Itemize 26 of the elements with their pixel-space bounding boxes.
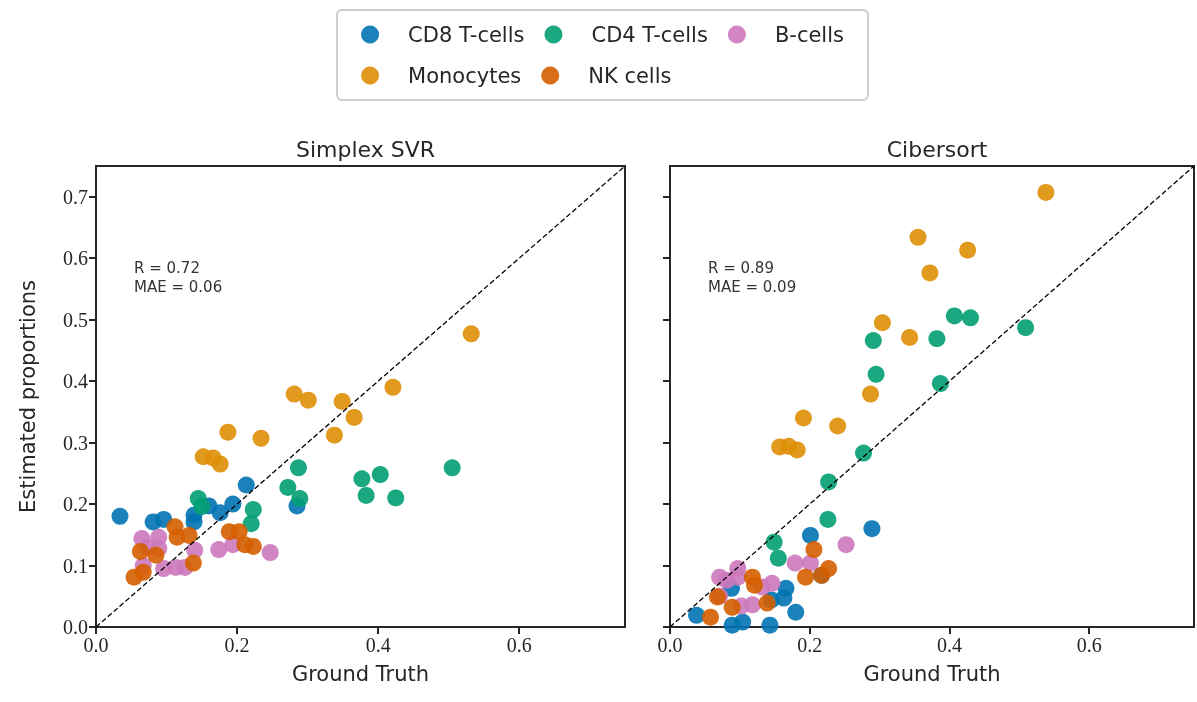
x-axis-title: Ground Truth [863, 661, 1001, 686]
y-axis-title: Estimated proportions [15, 279, 40, 514]
legend-label: NK cells [588, 63, 672, 88]
y-tick-label: 0.4 [63, 370, 88, 393]
y-tick-label: 0.7 [63, 185, 88, 208]
legend-label: Monocytes [408, 63, 522, 88]
x-tick-label: 0.2 [797, 634, 823, 656]
legend-label: B-cells [774, 22, 844, 47]
x-tick-label: 0.6 [1076, 634, 1102, 656]
x-axis-title: Ground Truth [291, 661, 430, 686]
x-tick-label: 0.6 [506, 634, 532, 656]
x-tick-label: 0.0 [657, 634, 683, 656]
y-tick-label: 0.3 [63, 431, 88, 454]
chart-title: Simplex SVR [295, 136, 436, 162]
x-tick-label: 0.2 [224, 634, 250, 656]
legend-label: CD4 T-cells [591, 22, 708, 47]
chart-title: Cibersort [886, 136, 988, 162]
y-tick-label: 0.6 [63, 247, 88, 270]
x-tick-label: 0.4 [936, 634, 962, 656]
annotation: R = 0.72 MAE = 0.06 [134, 258, 223, 296]
annotation: R = 0.89 MAE = 0.09 [708, 258, 797, 296]
y-tick-label: 0.1 [63, 554, 88, 577]
x-tick-label: 0.4 [365, 634, 391, 656]
legend-label: CD8 T-cells [408, 22, 525, 47]
y-tick-label: 0.5 [63, 308, 88, 331]
y-tick-label: 0.2 [63, 493, 88, 516]
